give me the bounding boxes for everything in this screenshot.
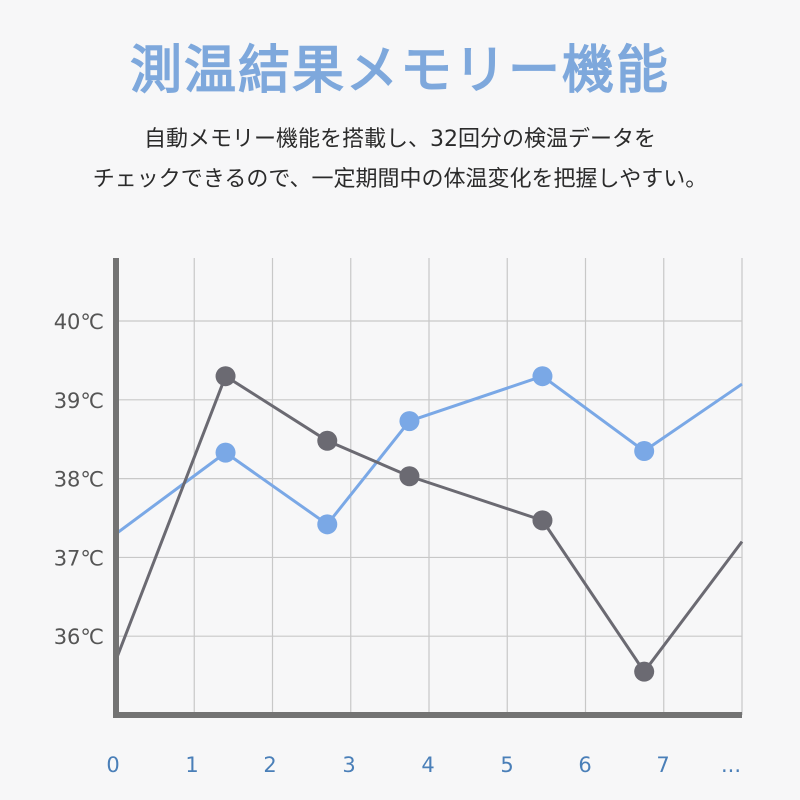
series-2-point [215, 366, 236, 387]
series-1-point [532, 366, 553, 387]
x-tick-label: 1 [185, 753, 198, 777]
x-tick-label: 4 [421, 753, 434, 777]
series-2-point [532, 510, 553, 531]
tick-labels: 40℃ 39℃ 38℃ 37℃ 36℃ 0 1 2 3 4 5 6 7... [54, 310, 741, 777]
description: 自動メモリー機能を搭載し、32回分の検温データを チェックできるので、一定期間中… [0, 120, 800, 200]
series-2-point [399, 466, 420, 487]
x-tick-label: ... [721, 753, 741, 777]
grid-lines [116, 258, 743, 715]
x-tick-label: 0 [106, 753, 119, 777]
x-tick-label: 3 [342, 753, 355, 777]
series-1-point [399, 411, 420, 432]
description-line-2: チェックできるので、一定期間中の体温変化を把握しやすい。 [92, 167, 708, 192]
y-tick-label: 39℃ [54, 389, 104, 413]
y-tick-label: 40℃ [54, 310, 104, 334]
series-2-point [317, 430, 338, 451]
series-1-point [215, 442, 236, 463]
x-tick-label: 2 [263, 753, 276, 777]
y-tick-label: 37℃ [54, 546, 104, 570]
x-tick-label: 7 [656, 753, 669, 777]
series-1-point [317, 514, 338, 535]
page-title: 測温結果メモリー機能 [129, 41, 670, 101]
x-tick-label: 6 [578, 753, 591, 777]
axes [113, 258, 742, 718]
series-2-point [634, 661, 655, 682]
x-tick-label: 5 [500, 753, 513, 777]
series-1-point [634, 441, 655, 462]
series-layer [114, 366, 744, 682]
description-line-1: 自動メモリー機能を搭載し、32回分の検温データを [144, 127, 656, 152]
y-tick-label: 38℃ [54, 468, 104, 492]
y-tick-label: 36℃ [54, 625, 104, 649]
